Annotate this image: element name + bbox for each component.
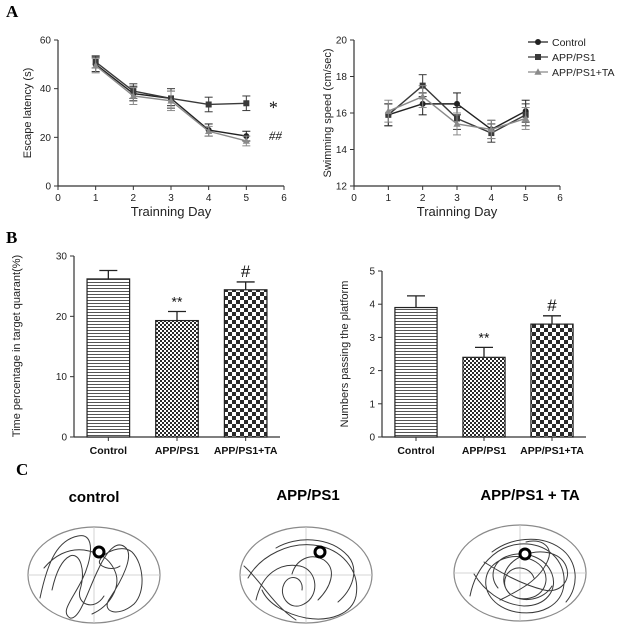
x-axis-title: Trainning Day bbox=[131, 204, 212, 219]
swim-track-control bbox=[27, 526, 161, 624]
x-tick-label: 1 bbox=[93, 193, 99, 204]
swim-track-app bbox=[239, 526, 373, 624]
y-tick-label: 0 bbox=[61, 433, 67, 444]
marker-triangle bbox=[242, 137, 250, 144]
x-tick-label: 0 bbox=[351, 193, 357, 204]
y-tick-label: 60 bbox=[40, 36, 52, 47]
bar bbox=[530, 323, 574, 438]
x-tick-label: APP/PS1 bbox=[155, 445, 200, 457]
panel-letter-b: B bbox=[6, 228, 17, 247]
significance-label: ## bbox=[269, 128, 283, 143]
significance-label: * bbox=[269, 97, 278, 117]
marker-triangle bbox=[522, 114, 530, 122]
x-tick-label: APP/PS1+TA bbox=[214, 445, 278, 457]
x-tick-label: 4 bbox=[206, 193, 212, 204]
marker-triangle bbox=[205, 127, 213, 135]
y-tick-label: 12 bbox=[336, 182, 348, 193]
y-tick-label: 10 bbox=[56, 372, 68, 383]
marker-square bbox=[205, 101, 212, 108]
y-tick-label: 3 bbox=[369, 333, 375, 344]
panel-letter-c: C bbox=[16, 460, 28, 479]
swim-track-ta bbox=[453, 524, 587, 622]
x-tick-label: 6 bbox=[557, 193, 563, 204]
x-tick-label: APP/PS1 bbox=[462, 445, 507, 457]
x-tick-label: 3 bbox=[454, 193, 460, 204]
legend-label: Control bbox=[552, 37, 586, 49]
platform-marker bbox=[92, 545, 106, 559]
marker-triangle bbox=[167, 97, 175, 104]
y-tick-label: 18 bbox=[336, 72, 348, 83]
swim-path bbox=[243, 539, 358, 621]
platform-marker bbox=[518, 547, 532, 561]
significance-label: ** bbox=[172, 294, 183, 310]
significance-label: # bbox=[547, 296, 557, 315]
track-title-app: APP/PS1 bbox=[276, 487, 339, 504]
significance-label: # bbox=[241, 262, 251, 281]
platform-marker bbox=[313, 545, 327, 559]
legend-label: APP/PS1+TA bbox=[552, 67, 615, 79]
track-title-ta: APP/PS1 + TA bbox=[480, 487, 580, 504]
panel-letter-a: A bbox=[6, 2, 19, 21]
x-tick-label: 2 bbox=[131, 193, 137, 204]
marker-triangle bbox=[453, 120, 461, 127]
marker-triangle bbox=[384, 107, 392, 114]
legend-label: APP/PS1 bbox=[552, 52, 596, 64]
bar bbox=[223, 289, 268, 438]
y-axis-title: Numbers passing the platform bbox=[339, 281, 351, 428]
y-tick-label: 20 bbox=[40, 133, 52, 144]
marker-circle bbox=[535, 39, 541, 45]
x-tick-label: 3 bbox=[168, 193, 174, 204]
swim-path bbox=[469, 538, 576, 614]
time-percentage-chart: 0 10 20 30 Time percentage in target quarant… bbox=[11, 252, 280, 457]
marker-square bbox=[535, 54, 541, 60]
y-tick-label: 14 bbox=[336, 145, 348, 156]
y-tick-label: 4 bbox=[369, 300, 375, 311]
numbers-passing-chart: 0 1 2 3 4 5 Numbers passing the platform Contro… bbox=[339, 267, 586, 457]
y-axis-title: Time percentage in target quarant(%) bbox=[11, 255, 23, 437]
y-tick-label: 0 bbox=[369, 433, 375, 444]
x-tick-label: 1 bbox=[386, 193, 392, 204]
significance-label: ** bbox=[479, 329, 490, 345]
y-tick-label: 16 bbox=[336, 109, 348, 120]
bar bbox=[462, 356, 506, 438]
x-tick-label: APP/PS1+TA bbox=[520, 445, 584, 457]
bar bbox=[394, 306, 438, 438]
x-tick-label: 4 bbox=[489, 193, 495, 204]
y-tick-label: 0 bbox=[45, 182, 51, 193]
marker-triangle bbox=[419, 92, 427, 100]
y-tick-label: 30 bbox=[56, 252, 68, 263]
x-tick-label: 0 bbox=[55, 193, 61, 204]
marker-triangle bbox=[487, 125, 495, 133]
y-tick-label: 5 bbox=[369, 267, 375, 278]
marker-triangle bbox=[129, 92, 137, 99]
track-title-control: control bbox=[69, 489, 120, 506]
x-tick-label: Control bbox=[397, 445, 434, 457]
y-tick-label: 2 bbox=[369, 366, 375, 377]
y-axis-title: Escape latency (s) bbox=[22, 68, 34, 158]
x-tick-label: 5 bbox=[523, 193, 529, 204]
x-tick-label: 2 bbox=[420, 193, 426, 204]
x-tick-label: Control bbox=[90, 445, 127, 457]
marker-triangle bbox=[534, 68, 542, 75]
marker-triangle bbox=[92, 61, 100, 69]
y-tick-label: 20 bbox=[56, 312, 68, 323]
x-axis-title: Trainning Day bbox=[417, 204, 498, 219]
escape-latency-chart: 0 20 40 60 Escape latency (s) 0 1 2 3 4 5 6 Trainnin… bbox=[22, 36, 287, 220]
y-tick-label: 40 bbox=[40, 84, 52, 95]
x-tick-label: 5 bbox=[244, 193, 250, 204]
bar bbox=[155, 319, 199, 438]
marker-square bbox=[243, 100, 250, 107]
bar bbox=[86, 278, 131, 438]
y-axis-title: Swimming speed (cm/sec) bbox=[322, 49, 334, 178]
x-tick-label: 6 bbox=[281, 193, 287, 204]
y-tick-label: 20 bbox=[336, 36, 348, 47]
marker-circle bbox=[454, 100, 460, 107]
y-tick-label: 1 bbox=[369, 399, 375, 410]
